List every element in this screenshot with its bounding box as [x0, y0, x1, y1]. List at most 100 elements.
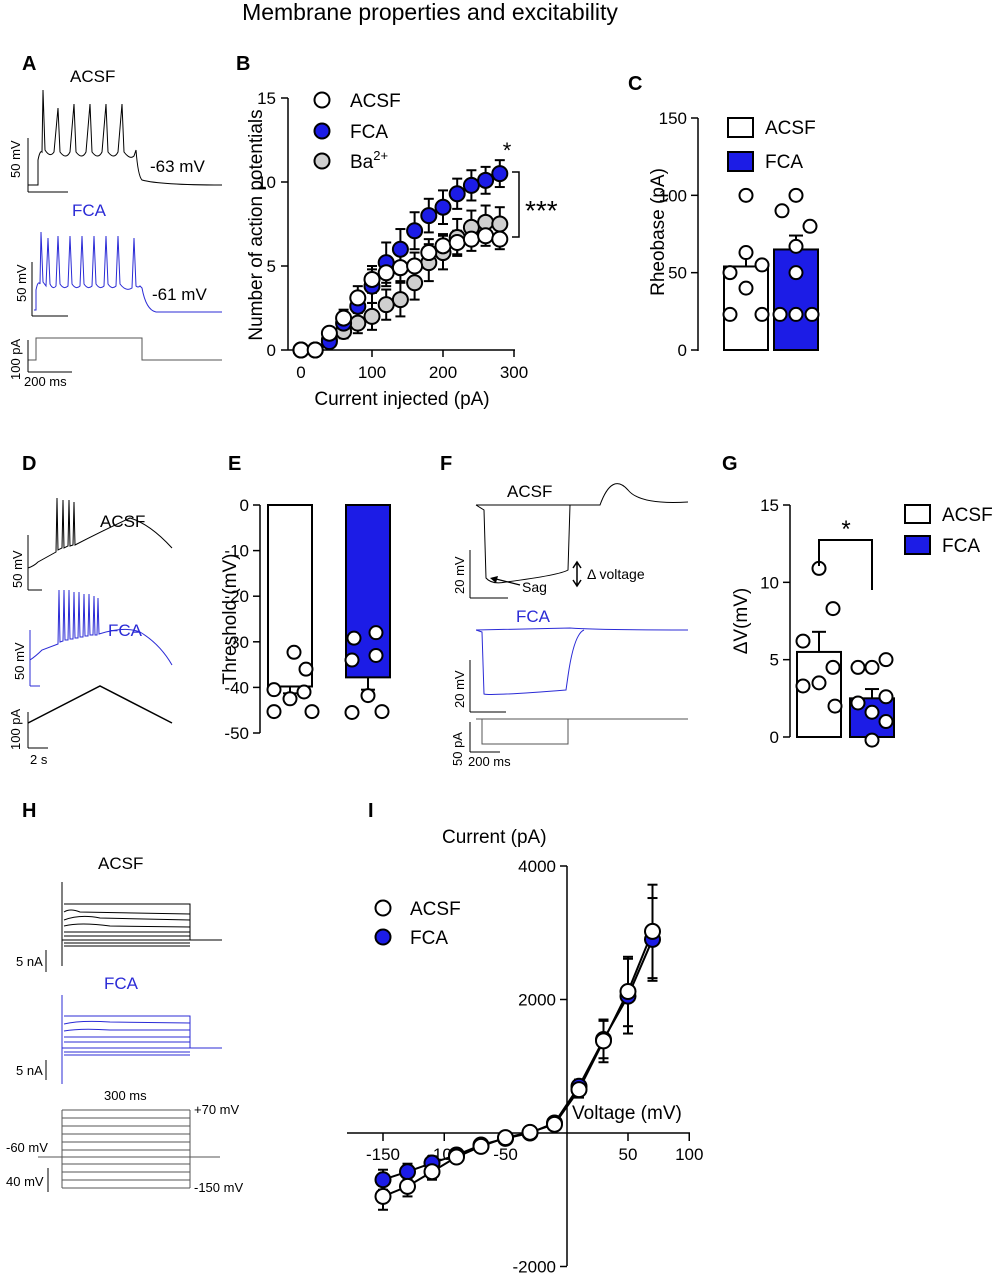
e-point-acsf [266, 682, 282, 698]
d-acsf-label: ACSF [100, 512, 145, 531]
g-legend-fca: FCA [942, 536, 980, 557]
h-duration: 300 ms [104, 1088, 147, 1103]
d-acsf-trace [27, 497, 173, 569]
g-data [795, 560, 895, 748]
d-scale-mv2: 50 mV [12, 642, 27, 680]
a-acsf-trace [28, 89, 223, 186]
b-point-acsf [377, 264, 395, 282]
c-data [722, 187, 820, 352]
b-ylabel: Number of action potentials [246, 109, 267, 340]
e-data [266, 504, 391, 720]
a-scalebar-2: 50 mV [14, 262, 68, 317]
a-scale-ms: 200 ms [24, 374, 67, 389]
b-point-ba2 [363, 307, 381, 325]
g-point-fca [878, 689, 894, 705]
panel-label-e: E [228, 453, 241, 475]
g-point-acsf [827, 698, 843, 714]
d-ramp-trace [27, 685, 173, 724]
i-legend-acsf: ACSF [410, 899, 461, 920]
g-ytick-label: 5 [770, 651, 779, 670]
i-point-acsf [448, 1148, 465, 1166]
h-fca-traces [61, 995, 222, 1084]
e-bar-fca [345, 504, 391, 679]
b-legend-ba: Ba2+ [350, 148, 388, 173]
c-point-fca [802, 218, 818, 234]
b-point-acsf [434, 237, 452, 255]
b-point-acsf [349, 289, 367, 307]
panel-d-traces: ACSF 50 mV FCA 50 mV 100 pA 2 s [8, 497, 173, 767]
panel-label-c: C [628, 73, 642, 95]
e-bar-acsf [267, 504, 313, 688]
b-point-ba2 [377, 296, 395, 314]
g-sig-bracket [818, 539, 873, 590]
h-acsf-traces [61, 882, 222, 966]
i-point-acsf [595, 1032, 612, 1050]
i-xtick-label: -150 [366, 1145, 400, 1164]
b-point-ba2 [391, 291, 409, 309]
g-point-acsf [825, 659, 841, 675]
e-point-fca [346, 630, 362, 646]
g-legend-acsf-swatch [904, 504, 931, 524]
c-ytick-label: 0 [678, 341, 687, 360]
panel-h-traces: ACSF 5 nA FCA 5 nA 300 ms +70 mV -60 mV … [6, 854, 243, 1195]
chart-e: 0 -10 -20 -30 -40 -50 Threshold (mV) [220, 496, 391, 743]
i-xlabel: Voltage (mV) [572, 1103, 682, 1124]
b-xtick-label: 300 [500, 363, 528, 382]
f-acsf-trace-top [476, 483, 689, 506]
e-ytick-label: -10 [224, 542, 249, 561]
b-point-acsf [363, 270, 381, 288]
b-point-acsf [462, 230, 480, 248]
g-point-fca [864, 732, 880, 748]
h-voltage-steps [38, 1109, 220, 1189]
b-legend-ba-marker [313, 152, 331, 170]
d-scalebar-1: 50 mV [10, 535, 42, 591]
panel-label-h: H [22, 800, 36, 822]
i-ylabel: Current (pA) [442, 827, 547, 848]
c-point-acsf [754, 306, 770, 322]
e-point-fca [360, 688, 376, 704]
b-legend-acsf-marker [313, 91, 331, 109]
b-point-acsf [448, 233, 466, 251]
i-xtick-label: 50 [619, 1145, 638, 1164]
panel-a-traces: ACSF -63 mV 50 mV FCA -61 mV 50 mV 100 p… [8, 67, 223, 389]
c-ylabel: Rheobase (pA) [648, 168, 669, 296]
e-point-fca [368, 625, 384, 641]
c-ticks: 0 50 100 150 [659, 109, 698, 360]
g-ytick-label: 15 [760, 496, 779, 515]
figure-title: Membrane properties and excitability [242, 0, 618, 25]
b-point-fca [491, 165, 509, 183]
c-point-fca [774, 203, 790, 219]
e-point-fca [374, 704, 390, 720]
c-legend-fca-swatch [727, 151, 754, 172]
f-sag-arrowhead [490, 576, 498, 583]
b-point-ba2 [349, 314, 367, 332]
b-point-acsf [406, 257, 424, 275]
i-legend-fca-marker [374, 928, 392, 946]
a-scale-mv1: 50 mV [8, 140, 23, 178]
e-point-acsf [298, 661, 314, 677]
e-ytick-label: -50 [224, 724, 249, 743]
i-point-acsf [521, 1123, 539, 1141]
i-line-fca [382, 939, 654, 1181]
e-ticks: 0 -10 -20 -30 -40 -50 [224, 496, 260, 743]
b-point-ba2 [491, 215, 509, 233]
h-scalebar-2: 5 nA [16, 1060, 47, 1080]
b-point-acsf [491, 230, 509, 248]
b-ticks: 0 100 200 300 0 5 10 15 [257, 89, 528, 382]
g-point-acsf [795, 633, 811, 649]
a-scale-mv2: 50 mV [14, 264, 29, 302]
i-legend-acsf-marker [374, 899, 392, 917]
panel-label-a: A [22, 53, 36, 75]
f-fca-trace [475, 627, 689, 695]
c-point-acsf [738, 280, 754, 296]
f-fca-label: FCA [516, 607, 551, 626]
b-xtick-label: 100 [358, 363, 386, 382]
g-point-fca [850, 659, 866, 675]
a-acsf-label: ACSF [70, 67, 115, 86]
b-ytick-label: 0 [267, 341, 276, 360]
i-point-acsf [472, 1137, 490, 1155]
c-legend-fca: FCA [765, 152, 803, 173]
b-legend-fca: FCA [350, 122, 388, 143]
a-scalebar-3: 100 pA 200 ms [8, 338, 72, 389]
c-point-fca [788, 238, 804, 254]
